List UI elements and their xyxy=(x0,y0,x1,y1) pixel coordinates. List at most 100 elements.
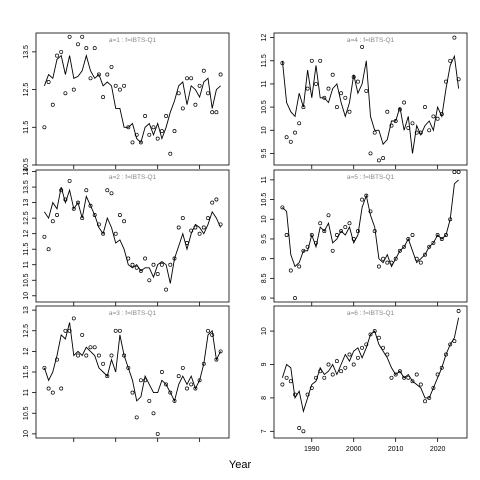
observed-point xyxy=(189,228,194,233)
observed-point xyxy=(176,225,181,230)
observed-point xyxy=(452,339,457,344)
observed-point xyxy=(326,213,331,218)
observed-point xyxy=(376,264,381,269)
observed-point xyxy=(210,110,215,115)
observed-point xyxy=(339,91,344,96)
y-tick-label: 10.5 xyxy=(23,273,30,287)
y-tick-label: 12 xyxy=(261,34,268,42)
y-tick-label: 13.5 xyxy=(23,45,30,59)
observed-point xyxy=(431,240,436,245)
plot-frame xyxy=(273,169,468,303)
observed-point xyxy=(176,374,181,379)
plot-frame xyxy=(273,305,468,439)
chart-panel-1: a=1 : f=IBTS-Q1 10.5 11.5 12.5 13.5 xyxy=(23,32,230,172)
observed-point xyxy=(189,382,194,387)
y-tick-label: 11.5 xyxy=(261,54,268,67)
observed-point xyxy=(381,156,386,161)
observed-point xyxy=(76,353,80,358)
observed-point xyxy=(105,72,110,77)
y-tick-label: 10 xyxy=(261,327,268,335)
observed-point xyxy=(305,392,310,397)
observed-point xyxy=(452,35,457,40)
observed-point xyxy=(343,95,348,100)
observed-point xyxy=(206,216,210,221)
observed-point xyxy=(360,197,365,202)
observed-point xyxy=(176,91,181,96)
observed-point xyxy=(151,125,156,130)
observed-point xyxy=(109,353,114,358)
observed-point xyxy=(214,197,219,202)
observed-point xyxy=(385,260,390,265)
observed-point xyxy=(122,353,127,358)
observed-point xyxy=(427,395,432,400)
observed-point xyxy=(50,102,55,107)
observed-point xyxy=(423,399,427,404)
observed-point xyxy=(193,225,198,230)
fitted-line xyxy=(43,53,221,144)
observed-point xyxy=(448,217,453,222)
observed-point xyxy=(334,105,339,110)
observed-point xyxy=(393,119,398,123)
observed-point xyxy=(330,372,335,377)
observed-point xyxy=(201,225,206,230)
y-tick-label: 11 xyxy=(261,80,268,87)
observed-point xyxy=(364,88,369,93)
observed-point xyxy=(155,431,160,436)
plot-frame xyxy=(35,32,230,166)
observed-point xyxy=(185,241,189,245)
observed-point xyxy=(414,372,419,377)
chart-panel-4: a=5 : f=IBTS-Q1 8 8.5 9 9.5 10 10.5 11 xyxy=(261,169,468,306)
observed-point xyxy=(206,328,210,333)
observed-point xyxy=(147,398,152,403)
y-tick-label: 9.5 xyxy=(261,148,268,158)
observed-point xyxy=(376,158,381,163)
y-tick-label: 7 xyxy=(261,429,268,433)
observed-point xyxy=(288,379,293,384)
observed-point xyxy=(147,278,152,283)
observed-point xyxy=(372,229,377,234)
observed-point xyxy=(347,352,352,357)
observed-point xyxy=(301,248,306,253)
observed-point xyxy=(410,233,415,237)
observed-point xyxy=(385,352,390,357)
observed-point xyxy=(402,100,407,105)
observed-point xyxy=(172,398,177,403)
observed-point xyxy=(334,359,339,364)
observed-point xyxy=(368,209,373,214)
observed-point xyxy=(143,256,148,261)
observed-point xyxy=(397,369,402,374)
observed-point xyxy=(431,114,436,119)
observed-point xyxy=(444,233,448,237)
observed-point xyxy=(360,345,365,350)
observed-point xyxy=(410,379,415,384)
observed-point xyxy=(147,132,152,137)
observed-point xyxy=(326,86,331,91)
observed-point xyxy=(444,79,448,84)
observed-point xyxy=(193,386,198,391)
observed-point xyxy=(80,332,85,337)
observed-point xyxy=(339,229,344,234)
x-axis-label: Year xyxy=(228,459,252,471)
observed-point xyxy=(42,125,47,130)
fitted-line xyxy=(44,186,222,284)
observed-point xyxy=(293,130,297,135)
observed-point xyxy=(113,231,118,236)
observed-point xyxy=(343,365,348,370)
observed-point xyxy=(297,264,302,269)
y-tick-label: 8 xyxy=(261,296,268,300)
observed-point xyxy=(151,411,156,416)
observed-point xyxy=(164,114,169,118)
observed-point xyxy=(193,102,198,107)
observed-point xyxy=(59,49,64,54)
observed-point xyxy=(63,91,68,96)
observed-point xyxy=(293,392,297,397)
observed-point xyxy=(42,365,47,370)
y-tick-label: 12.5 xyxy=(23,324,30,338)
observed-point xyxy=(84,353,89,358)
x-tick-label: 2020 xyxy=(430,446,446,453)
observed-point xyxy=(284,375,289,380)
observed-point xyxy=(84,46,89,51)
observed-point xyxy=(134,415,139,420)
observed-point xyxy=(159,370,164,374)
observed-point xyxy=(46,80,51,84)
